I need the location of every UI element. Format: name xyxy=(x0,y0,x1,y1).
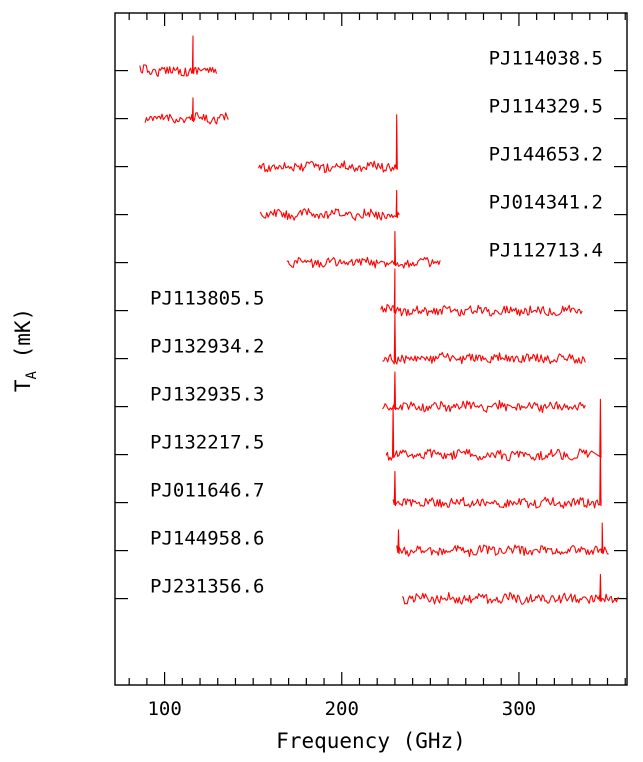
source-label: PJ011646.7 xyxy=(150,480,264,502)
x-tick-labels: 100 200 300 xyxy=(147,698,536,720)
spectrum-line xyxy=(382,371,586,414)
spectrum-line xyxy=(259,189,400,221)
source-label: PJ014341.2 xyxy=(489,192,603,214)
y-axis-label-spacer xyxy=(11,358,35,371)
source-label: PJ132935.3 xyxy=(150,384,264,406)
spectrum-line xyxy=(382,313,586,365)
spectrum-line xyxy=(392,439,602,509)
axis-ticks xyxy=(115,13,627,685)
source-label: PJ114329.5 xyxy=(489,96,603,118)
plot-frame xyxy=(114,12,628,686)
source-label: PJ114038.5 xyxy=(489,48,603,70)
spectrum-line xyxy=(286,230,441,269)
spectrum-line xyxy=(139,35,218,78)
source-label: PJ231356.6 xyxy=(150,576,264,598)
y-axis-label-unit: (mK) xyxy=(11,308,35,359)
x-tick-label: 100 xyxy=(147,698,181,720)
spectrum-line xyxy=(385,398,602,462)
source-label: PJ132934.2 xyxy=(150,336,264,358)
source-labels: PJ114038.5 PJ114329.5 PJ144653.2 PJ014341.2… xyxy=(150,48,603,598)
source-label: PJ113805.5 xyxy=(150,288,264,310)
y-axis-label-subscript: A xyxy=(24,371,40,380)
spectrum-line xyxy=(396,522,609,558)
spectrum-line xyxy=(380,268,583,317)
y-axis-label-symbol: T xyxy=(11,379,35,392)
x-axis-label: Frequency (GHz) xyxy=(276,729,466,753)
spectrum-line xyxy=(257,114,398,174)
source-label: PJ144958.6 xyxy=(150,528,264,550)
x-tick-label: 300 xyxy=(502,698,536,720)
x-tick-label: 200 xyxy=(325,698,359,720)
spectrum-line xyxy=(401,573,620,605)
source-label: PJ144653.2 xyxy=(489,144,603,166)
source-label: PJ132217.5 xyxy=(150,432,264,454)
svg-text:TA (mK): TA (mK) xyxy=(11,308,40,392)
y-axis-label: TA (mK) xyxy=(11,308,40,392)
source-label: PJ112713.4 xyxy=(489,240,603,262)
spectra-series xyxy=(139,35,620,605)
spectrum-line xyxy=(144,97,229,125)
